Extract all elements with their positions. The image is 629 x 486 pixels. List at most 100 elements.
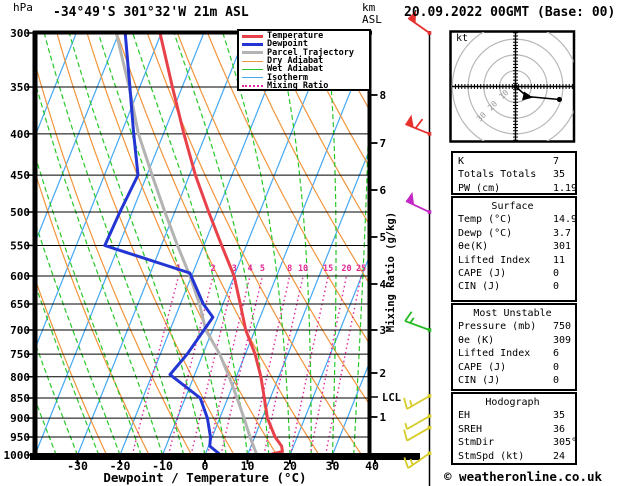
pressure-tick-label: 1000 <box>4 449 31 462</box>
legend-item-label: Temperature <box>267 31 324 42</box>
dry-adiabat-line <box>237 33 371 288</box>
mixing-ratio-value-label: 20 <box>341 264 351 274</box>
isotherm-line <box>76 33 247 455</box>
legend-item-label: Parcel Trajectory <box>267 47 354 58</box>
legend-swatch-dry-adiabat <box>242 60 263 62</box>
info-row-value: 11 <box>553 254 566 266</box>
legend-swatch-wet-adiabat <box>242 68 263 70</box>
temperature-axis: -30 -20 -10 0 10 20 30 40 <box>67 459 379 473</box>
info-row-value: 750 <box>553 321 572 333</box>
legend-item-label: Dry Adiabat <box>267 56 324 67</box>
dewpoint-curve <box>103 33 223 455</box>
dry-adiabat-line <box>297 33 371 171</box>
pressure-tick-label: 550 <box>10 239 30 252</box>
km-tick-label: 3 <box>380 324 387 337</box>
info-row-value: 309 <box>553 334 572 346</box>
wet-adiabat-line <box>275 33 312 455</box>
legend-item: Temperature <box>242 31 369 42</box>
pressure-tick-label: 450 <box>10 169 30 182</box>
km-tick-label: 7 <box>380 137 387 150</box>
km-tick-label: 1 <box>380 411 387 424</box>
mixing-ratio-value-label: 10 <box>298 264 308 274</box>
dry-adiabat-line <box>86 33 278 455</box>
info-row-label: StmDir <box>458 437 495 449</box>
pressure-tick-label: 400 <box>10 128 30 141</box>
dry-adiabat-line <box>267 33 371 229</box>
info-row-value: 7 <box>553 156 560 167</box>
isotherm-line <box>33 33 77 143</box>
pressure-tick-label: 650 <box>10 298 30 311</box>
dry-adiabat-line <box>207 33 371 347</box>
mixing-ratio-value-label: 5 <box>260 264 265 274</box>
isotherm-line <box>119 33 290 455</box>
wet-adiabat-line <box>326 33 337 455</box>
info-row-label: PW (cm) <box>458 182 501 194</box>
mixing-ratio-line <box>190 275 235 455</box>
info-row: StmDir 305° <box>458 436 578 449</box>
info-row-value: 14.9 <box>553 214 578 226</box>
info-row-label: CIN (J) <box>458 374 501 386</box>
mixing-ratio-line <box>167 275 214 455</box>
pressure-tick-label: 950 <box>10 431 30 444</box>
asl-label: ASL <box>362 12 382 26</box>
info-row: CIN (J) 0 <box>458 280 575 293</box>
info-row-value: 0 <box>553 281 560 293</box>
info-row: StmSpd (kt) 24 <box>458 450 575 463</box>
temp-tick-label: 0 <box>202 459 209 473</box>
info-row: Pressure (mb) 750 <box>458 320 575 333</box>
datetime-title: 20.09.2022 00GMT (Base: 00) <box>404 5 616 20</box>
temp-tick-label: -30 <box>67 459 88 473</box>
mixing-ratio-value-label: 2 <box>210 264 215 274</box>
info-row-value: 301 <box>553 241 572 253</box>
temp-tick-label: 40 <box>365 459 379 473</box>
info-row-value: 0 <box>553 361 560 373</box>
legend-item: Mixing Ratio <box>242 80 369 91</box>
isotherm-line <box>204 38 371 455</box>
legend-item: Parcel Trajectory <box>242 47 369 58</box>
mixing-ratio-value-label: 4 <box>247 264 252 274</box>
pressure-tick-label: 300 <box>10 27 30 40</box>
legend-swatch-isotherm <box>242 77 263 79</box>
isotherm-line <box>161 33 332 455</box>
isotherm-line <box>289 250 371 455</box>
info-row-value: 305° <box>553 437 578 449</box>
legend-item-label: Dewpoint <box>267 39 308 50</box>
info-row-label: EH <box>458 410 471 422</box>
temperature-curve <box>158 33 284 455</box>
legend-swatch-temperature <box>242 34 263 38</box>
info-row-value: 1.19 <box>553 182 578 194</box>
info-row-value: 0 <box>553 374 560 386</box>
info-row: Lifted Index 6 <box>458 347 575 360</box>
info-row-label: CAPE (J) <box>458 361 507 373</box>
legend-item-label: Isotherm <box>267 72 308 83</box>
info-row-label: Pressure (mb) <box>458 321 537 333</box>
mixing-ratio-value-label: 25 <box>356 264 366 274</box>
temp-tick-label: -20 <box>110 459 131 473</box>
footer-credit: © weatheronline.co.uk <box>444 469 603 484</box>
info-row: θe (K) 309 <box>458 334 575 347</box>
wet-adiabat-line <box>43 33 185 455</box>
sounding-curves <box>103 33 284 455</box>
info-row-label: StmSpd (kt) <box>458 450 525 462</box>
info-row: Temp (°C) 14.9 <box>458 213 578 226</box>
info-panel-most-unstable: Most Unstable Pressure (mb) 750 θe (K) 309 Li… <box>451 303 577 391</box>
temp-tick-label: 20 <box>283 459 297 473</box>
legend-item-label: Mixing Ratio <box>267 80 329 91</box>
isotherm-line <box>331 357 371 455</box>
mixing-ratio-value-label: 15 <box>323 264 333 274</box>
info-row: θe(K) 301 <box>458 240 575 253</box>
wind-barbs <box>403 10 432 486</box>
km-tick-label: 2 <box>380 367 387 380</box>
info-row: Dewp (°C) 3.7 <box>458 227 575 240</box>
temp-tick-label: -10 <box>152 459 173 473</box>
info-row-label: K <box>458 156 465 167</box>
km-tick-label: 4 <box>380 278 387 291</box>
legend-swatch-mixing-ratio <box>242 84 263 87</box>
legend-item: Wet Adiabat <box>242 64 369 74</box>
parcel-trajectory-curve <box>114 33 259 455</box>
info-row-label: CIN (J) <box>458 281 501 293</box>
legend-swatch-dewpoint <box>242 42 263 46</box>
pressure-tick-label: 350 <box>10 81 30 94</box>
temp-tick-label: 10 <box>241 459 255 473</box>
pressure-tick-label: 800 <box>10 371 30 384</box>
